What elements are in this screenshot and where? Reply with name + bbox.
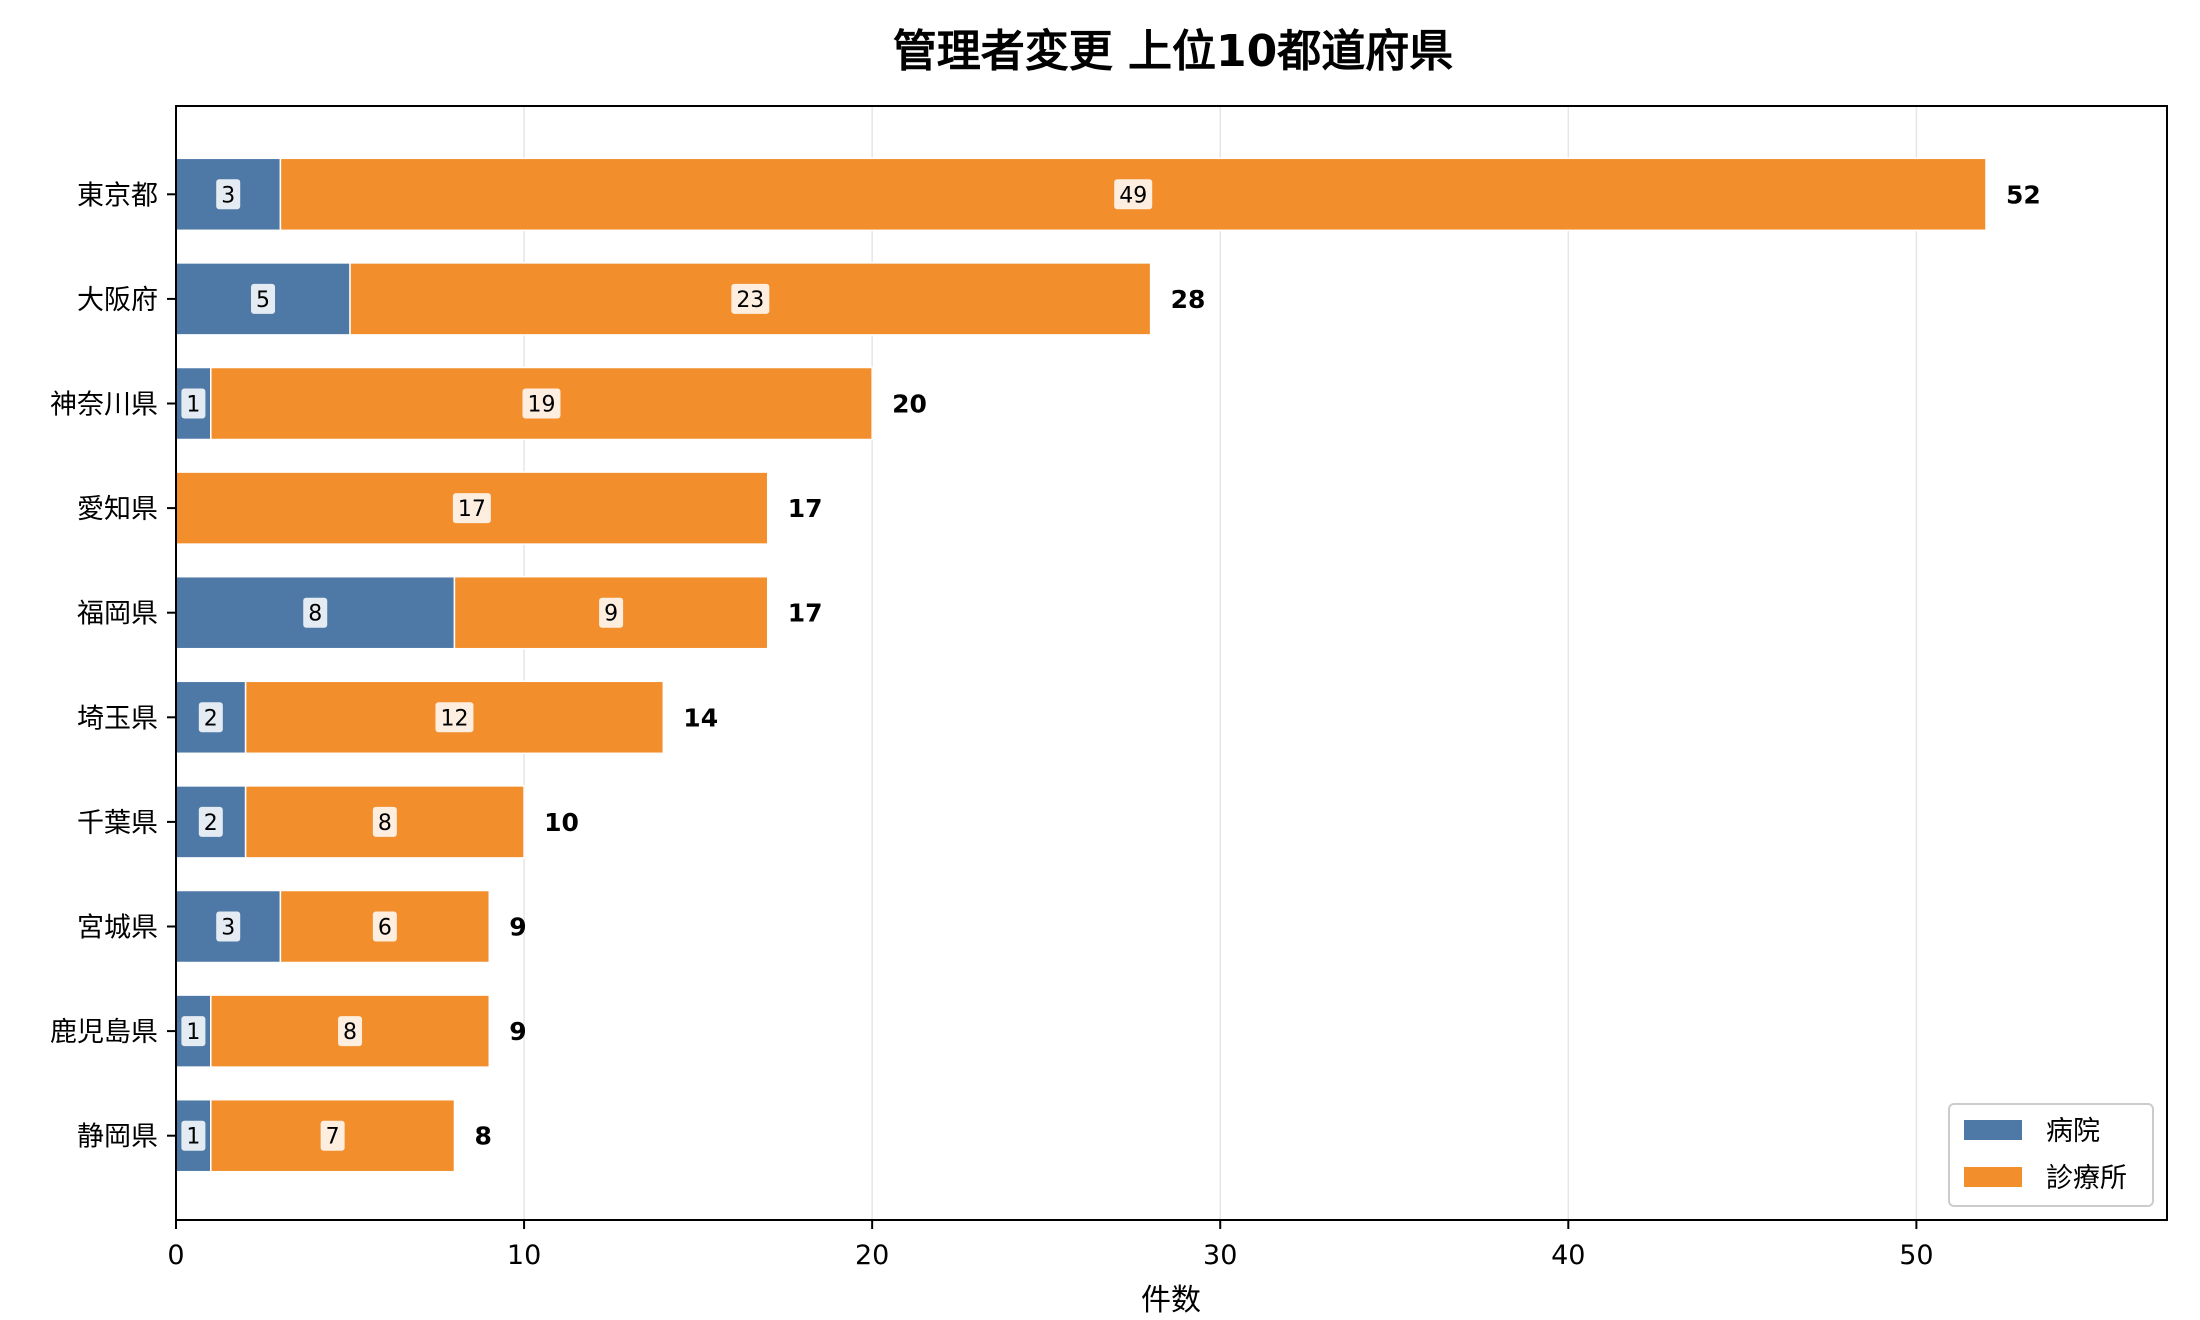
- segment-label-box: [1114, 179, 1153, 210]
- segment-label: 1: [186, 393, 200, 418]
- total-label: 14: [683, 703, 718, 732]
- y-tick-label: 大阪府: [77, 285, 158, 316]
- segment-label-box: [181, 388, 206, 419]
- segment-label-box: [599, 597, 624, 628]
- total-label: 52: [2006, 180, 2041, 209]
- y-tick-label: 愛知県: [77, 494, 158, 525]
- total-label: 17: [788, 494, 823, 523]
- legend: 病院 診療所: [1948, 1103, 2154, 1207]
- segment-label: 8: [378, 811, 392, 836]
- x-tick-label: 30: [1203, 1240, 1237, 1271]
- plot-frame: [175, 105, 2168, 1221]
- x-axis-label: 件数: [1141, 1283, 1201, 1318]
- segment-label: 1: [186, 1020, 200, 1045]
- total-label: 8: [474, 1122, 491, 1151]
- segment-label-box: [320, 1120, 345, 1151]
- segment-label-box: [452, 493, 491, 524]
- segment-label: 9: [604, 602, 618, 627]
- x-tick-label: 50: [1899, 1240, 1933, 1271]
- total-label: 9: [509, 1017, 526, 1046]
- y-tick-label: 福岡県: [77, 599, 158, 630]
- segment-label: 12: [440, 706, 468, 731]
- segment-label-box: [216, 911, 241, 942]
- x-tick-label: 0: [167, 1240, 184, 1271]
- legend-label-hospital: 病院: [2046, 1116, 2100, 1147]
- segment-label: 23: [736, 288, 764, 313]
- total-label: 17: [788, 599, 823, 628]
- segment-label-box: [522, 388, 561, 419]
- segment-label: 19: [527, 393, 555, 418]
- segment-label-box: [181, 1016, 206, 1047]
- segment-label: 2: [204, 811, 218, 836]
- total-label: 9: [509, 913, 526, 942]
- total-label: 20: [892, 390, 927, 419]
- y-tick-label: 埼玉県: [77, 703, 158, 734]
- x-tick-label: 20: [855, 1240, 889, 1271]
- segment-label-box: [435, 702, 474, 733]
- segment-label-box: [303, 597, 328, 628]
- chart-title: 管理者変更 上位10都道府県: [893, 26, 1454, 77]
- segment-label-box: [731, 283, 770, 314]
- legend-swatch-hospital: [1964, 1120, 2022, 1140]
- segment-label-box: [338, 1016, 363, 1047]
- x-tick-label: 10: [507, 1240, 541, 1271]
- segment-label: 6: [378, 916, 392, 941]
- y-tick-label: 千葉県: [77, 808, 158, 839]
- y-tick-label: 東京都: [77, 180, 158, 211]
- segment-label: 1: [186, 1125, 200, 1150]
- segment-label-box: [216, 179, 241, 210]
- y-tick-label: 鹿児島県: [50, 1017, 158, 1048]
- y-tick-label: 宮城県: [77, 913, 158, 944]
- segment-label-box: [251, 283, 276, 314]
- y-tick-label: 静岡県: [77, 1122, 158, 1153]
- legend-swatch-clinic: [1964, 1167, 2022, 1187]
- legend-label-clinic: 診療所: [2046, 1163, 2127, 1194]
- x-tick-label: 40: [1551, 1240, 1585, 1271]
- segment-label-box: [181, 1120, 206, 1151]
- x-axis: 0 10 20 30 40 50: [167, 1220, 1934, 1271]
- segment-label-box: [372, 911, 397, 942]
- segment-label-box: [372, 806, 397, 837]
- segment-label: 3: [221, 916, 235, 941]
- segment-label: 8: [343, 1020, 357, 1045]
- total-label: 10: [544, 808, 579, 837]
- segment-label: 8: [308, 602, 322, 627]
- segment-label: 3: [221, 183, 235, 208]
- segment-label: 5: [256, 288, 270, 313]
- segment-label: 2: [204, 706, 218, 731]
- segment-label: 17: [458, 497, 486, 522]
- y-tick-label: 神奈川県: [50, 390, 158, 421]
- total-label: 28: [1171, 285, 1206, 314]
- segment-label: 7: [326, 1125, 340, 1150]
- segment-label: 49: [1119, 183, 1147, 208]
- segment-label-box: [198, 702, 223, 733]
- segment-label-box: [198, 806, 223, 837]
